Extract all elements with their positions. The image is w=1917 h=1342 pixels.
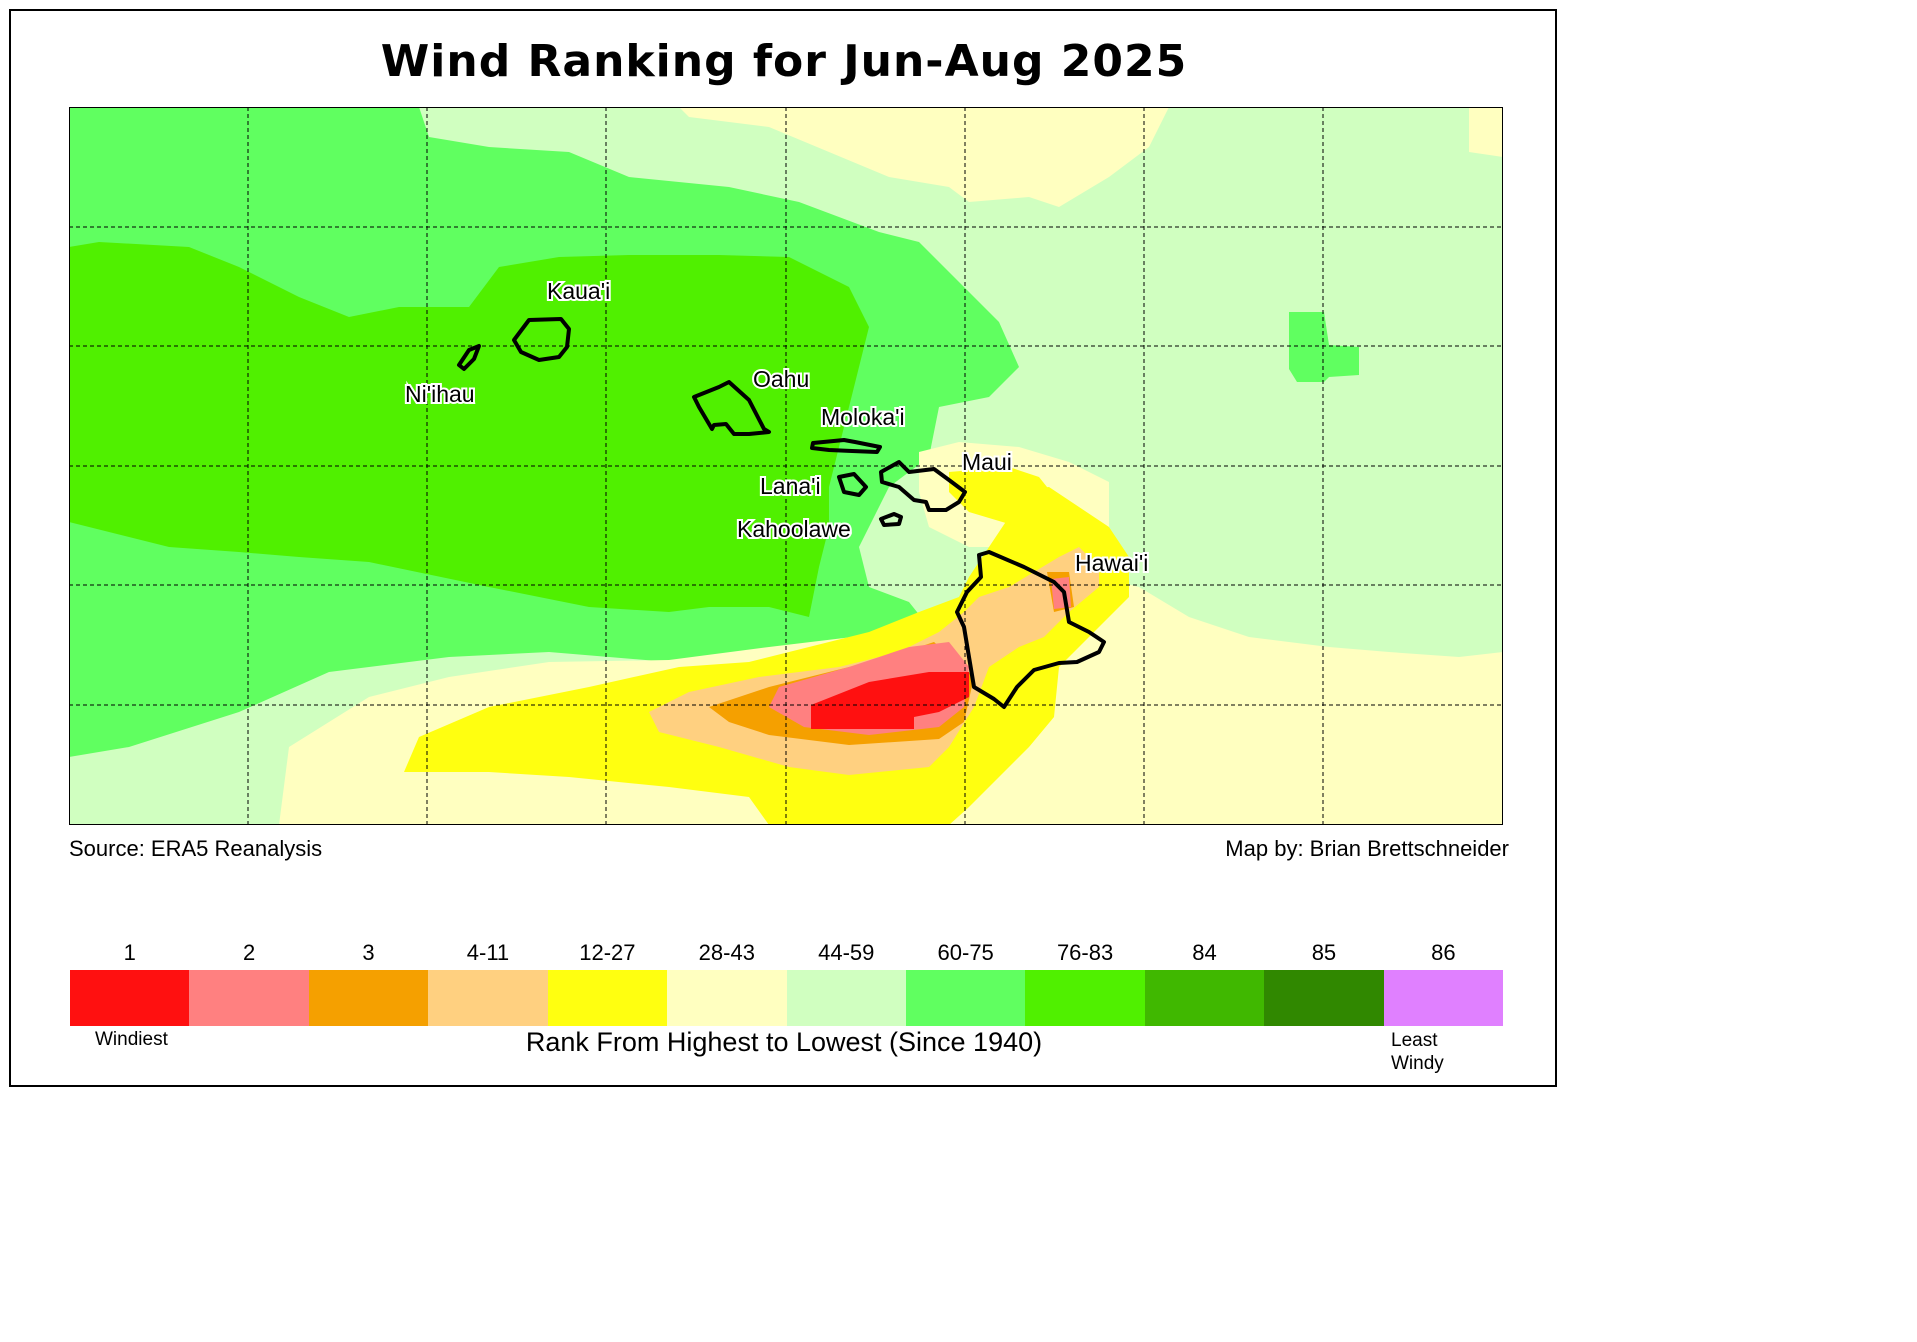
- legend-bin-label: 60-75: [937, 940, 994, 965]
- legend-bin-label: 4-11: [466, 940, 510, 965]
- label-maui: Maui: [962, 449, 1012, 475]
- legend-bin-label: 44-59: [818, 940, 875, 965]
- region-1: [811, 672, 969, 729]
- credit-note: Map by: Brian Brettschneider: [1225, 836, 1509, 861]
- wind-rank-map: Kaua'i Ni'ihau Oahu Moloka'i Maui Lana'i…: [69, 107, 1503, 825]
- label-kauai: Kaua'i: [547, 278, 610, 304]
- label-lanai: Lana'i: [760, 473, 821, 499]
- legend-axis-title: Rank From Highest to Lowest (Since 1940): [525, 1027, 1043, 1057]
- legend-bin-label: 86: [1431, 940, 1456, 965]
- legend-bin-label: 3: [362, 940, 375, 965]
- island-outlines: [457, 317, 1106, 709]
- region-12-27-north-maui: [949, 467, 1059, 527]
- island-labels: Kaua'i Ni'ihau Oahu Moloka'i Maui Lana'i…: [403, 276, 1150, 578]
- legend-swatch: 85: [1264, 940, 1384, 1026]
- legend-bin-label: 76-83: [1056, 940, 1114, 965]
- legend-bin-label: 84: [1192, 940, 1217, 965]
- legend-swatch: 60-75: [905, 940, 1026, 1026]
- rank-legend: 1 2 3 4-11 12-27 28-43 44-59 60-75 76-83 84 85 86: [70, 940, 1504, 1026]
- source-note: Source: ERA5 Reanalysis: [69, 836, 323, 861]
- legend-low-end-label: Windiest: [95, 1029, 168, 1050]
- legend-swatch: 84: [1144, 940, 1265, 1026]
- legend-swatch: 28-43: [667, 940, 787, 1026]
- legend-swatch: 1: [70, 940, 190, 1026]
- legend-high-end-label: Least Windy: [1391, 1030, 1444, 1074]
- legend-bin-label: 85: [1311, 940, 1337, 965]
- island-kauai-outline: [512, 317, 571, 362]
- legend-swatch: 2: [189, 940, 309, 1026]
- island-niihau-outline: [457, 344, 481, 371]
- map-title: Wind Ranking for Jun-Aug 2025: [380, 36, 1188, 87]
- legend-bin-label: 1: [123, 940, 136, 965]
- island-lanai-outline: [837, 472, 868, 497]
- label-oahu: Oahu: [753, 366, 809, 392]
- label-kahoolawe: Kahoolawe: [737, 516, 851, 542]
- region-28-43-north: [679, 107, 1169, 207]
- legend-swatch: 3: [308, 940, 429, 1026]
- island-molokai-outline: [810, 438, 882, 454]
- region-60-75-east-patch: [1289, 312, 1359, 382]
- label-hawaii: Hawai'i: [1075, 550, 1148, 576]
- island-hawaii-outline: [955, 550, 1106, 709]
- island-kahoolawe-outline: [879, 512, 903, 527]
- label-niihau: Ni'ihau: [405, 381, 475, 407]
- legend-swatch: 86: [1383, 940, 1504, 1026]
- island-maui-outline: [879, 460, 967, 512]
- legend-bin-label: 28-43: [698, 940, 755, 965]
- figure-frame: [9, 9, 1557, 1087]
- island-oahu-outline: [692, 380, 771, 436]
- legend-bin-label: 2: [243, 940, 256, 965]
- region-76-83-core: [69, 242, 869, 617]
- legend-swatch: 76-83: [1025, 940, 1145, 1026]
- legend-swatch: 4-11: [428, 940, 548, 1026]
- legend-bin-label: 12-27: [579, 940, 636, 965]
- map-border: [69, 107, 1503, 825]
- region-28-43-ne-corner: [1469, 107, 1503, 157]
- legend-swatch: 44-59: [786, 940, 906, 1026]
- label-molokai: Moloka'i: [821, 404, 905, 430]
- graticule: [69, 107, 1503, 825]
- legend-swatch: 12-27: [547, 940, 668, 1026]
